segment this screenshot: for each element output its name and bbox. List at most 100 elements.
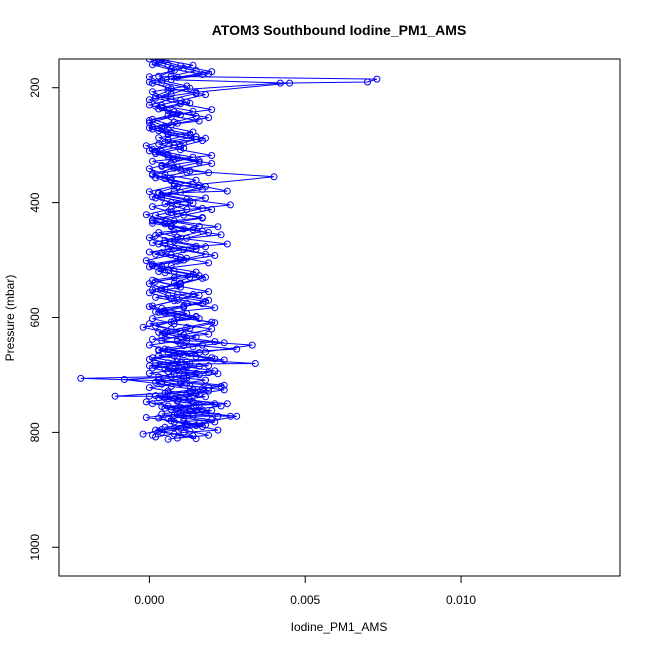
data-point [211,252,219,259]
data-point [145,147,153,155]
data-point [202,91,209,99]
data-point [202,273,209,281]
data-point [202,393,209,401]
data-point [223,400,231,408]
data-point [164,153,172,161]
data-point [145,303,153,311]
data-point [177,111,184,119]
data-point [192,435,200,443]
data-point [149,125,156,133]
data-point [158,410,166,418]
data-point [192,135,200,143]
data-point [183,310,191,317]
y-axis-label: Pressure (mbar) [3,275,17,362]
data-point [145,119,153,127]
data-point [211,418,219,426]
data-point [164,292,172,300]
data-point [177,424,184,432]
data-point [189,153,197,161]
data-point [149,157,156,165]
data-point [167,199,175,207]
data-point [205,169,213,177]
data-point [205,114,213,122]
data-point [205,296,213,304]
data-point [155,346,163,354]
data-point [205,288,213,296]
y-tick-label: 200 [28,77,42,97]
data-point [145,263,153,271]
data-point [202,194,209,202]
data-point [173,119,181,127]
data-point [183,374,191,382]
data-point [286,79,294,87]
data-point [186,324,194,332]
data-point [186,382,194,390]
data-point [214,426,222,434]
data-point [177,279,184,287]
data-point [214,223,222,231]
data-point [149,170,156,178]
data-point [149,315,156,323]
data-point [202,376,209,384]
data-point [198,137,206,145]
data-point [149,302,156,310]
data-point [173,233,181,241]
y-tick-label: 600 [28,307,42,327]
data-point [170,187,178,195]
data-point [142,414,150,421]
data-point [145,234,153,242]
data-point [152,285,160,293]
data-point [149,79,156,87]
data-point [205,362,213,370]
data-point [145,96,153,104]
data-point [155,328,163,336]
data-point [145,165,153,173]
data-point [152,308,160,316]
data-point [149,335,156,343]
data-point [177,256,184,264]
data-point [192,390,200,398]
data-point [167,222,175,230]
x-axis-label: Iodine_PM1_AMS [291,620,388,634]
data-point [248,341,256,349]
data-point [173,291,181,298]
data-point [205,431,213,439]
data-point [170,141,178,149]
data-point [170,297,178,305]
data-point [145,73,153,81]
data-point [164,130,172,138]
data-point [152,433,160,441]
data-point [173,313,181,321]
data-point [217,402,225,410]
data-point [233,412,241,420]
data-point [170,430,178,438]
data-point [161,365,169,373]
data-point [170,182,178,190]
data-point [142,211,150,219]
data-point [161,394,169,402]
data-point [167,417,175,425]
data-point [208,318,216,326]
data-point [233,345,241,353]
data-point [195,158,203,166]
data-point [208,325,216,333]
data-point [220,339,228,347]
data-point [77,374,85,382]
data-point [195,391,203,398]
data-point [170,245,178,253]
data-point [270,173,278,181]
data-point [167,318,175,326]
data-point [183,422,191,430]
data-point [202,243,209,251]
y-tick-label: 400 [28,192,42,212]
data-point [195,181,203,189]
series-line [147,59,225,440]
data-point [142,398,150,406]
data-point [164,107,172,115]
data-point [120,376,128,383]
data-point [145,341,153,349]
data-point [189,398,197,406]
data-point [214,370,222,378]
data-point [220,356,228,364]
